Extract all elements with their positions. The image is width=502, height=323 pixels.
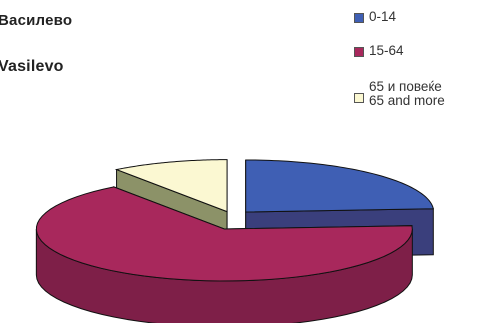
- legend-label: 65 и повеќе 65 and more: [369, 80, 445, 108]
- legend-swatch: [354, 47, 364, 57]
- pie-slice-top: [35, 186, 413, 282]
- pie-slice-top: [245, 159, 434, 213]
- legend-label-line: 15-64: [369, 43, 404, 58]
- pie-slice-top: [114, 159, 228, 213]
- legend-label-line: 0-14: [369, 9, 397, 24]
- legend-label: 0-14: [369, 10, 396, 24]
- chart-title-cyrillic: Василево: [0, 12, 73, 29]
- legend-swatch: [354, 13, 364, 23]
- pie-slice-15-64: [35, 186, 413, 323]
- legend-label-line: 65 и повеќе: [369, 79, 442, 94]
- chart-title-latin: Vasilevo: [0, 58, 64, 75]
- legend-swatch: [354, 93, 364, 103]
- legend-label-line: 65 and more: [369, 93, 445, 108]
- legend-label: 15-64: [369, 44, 404, 58]
